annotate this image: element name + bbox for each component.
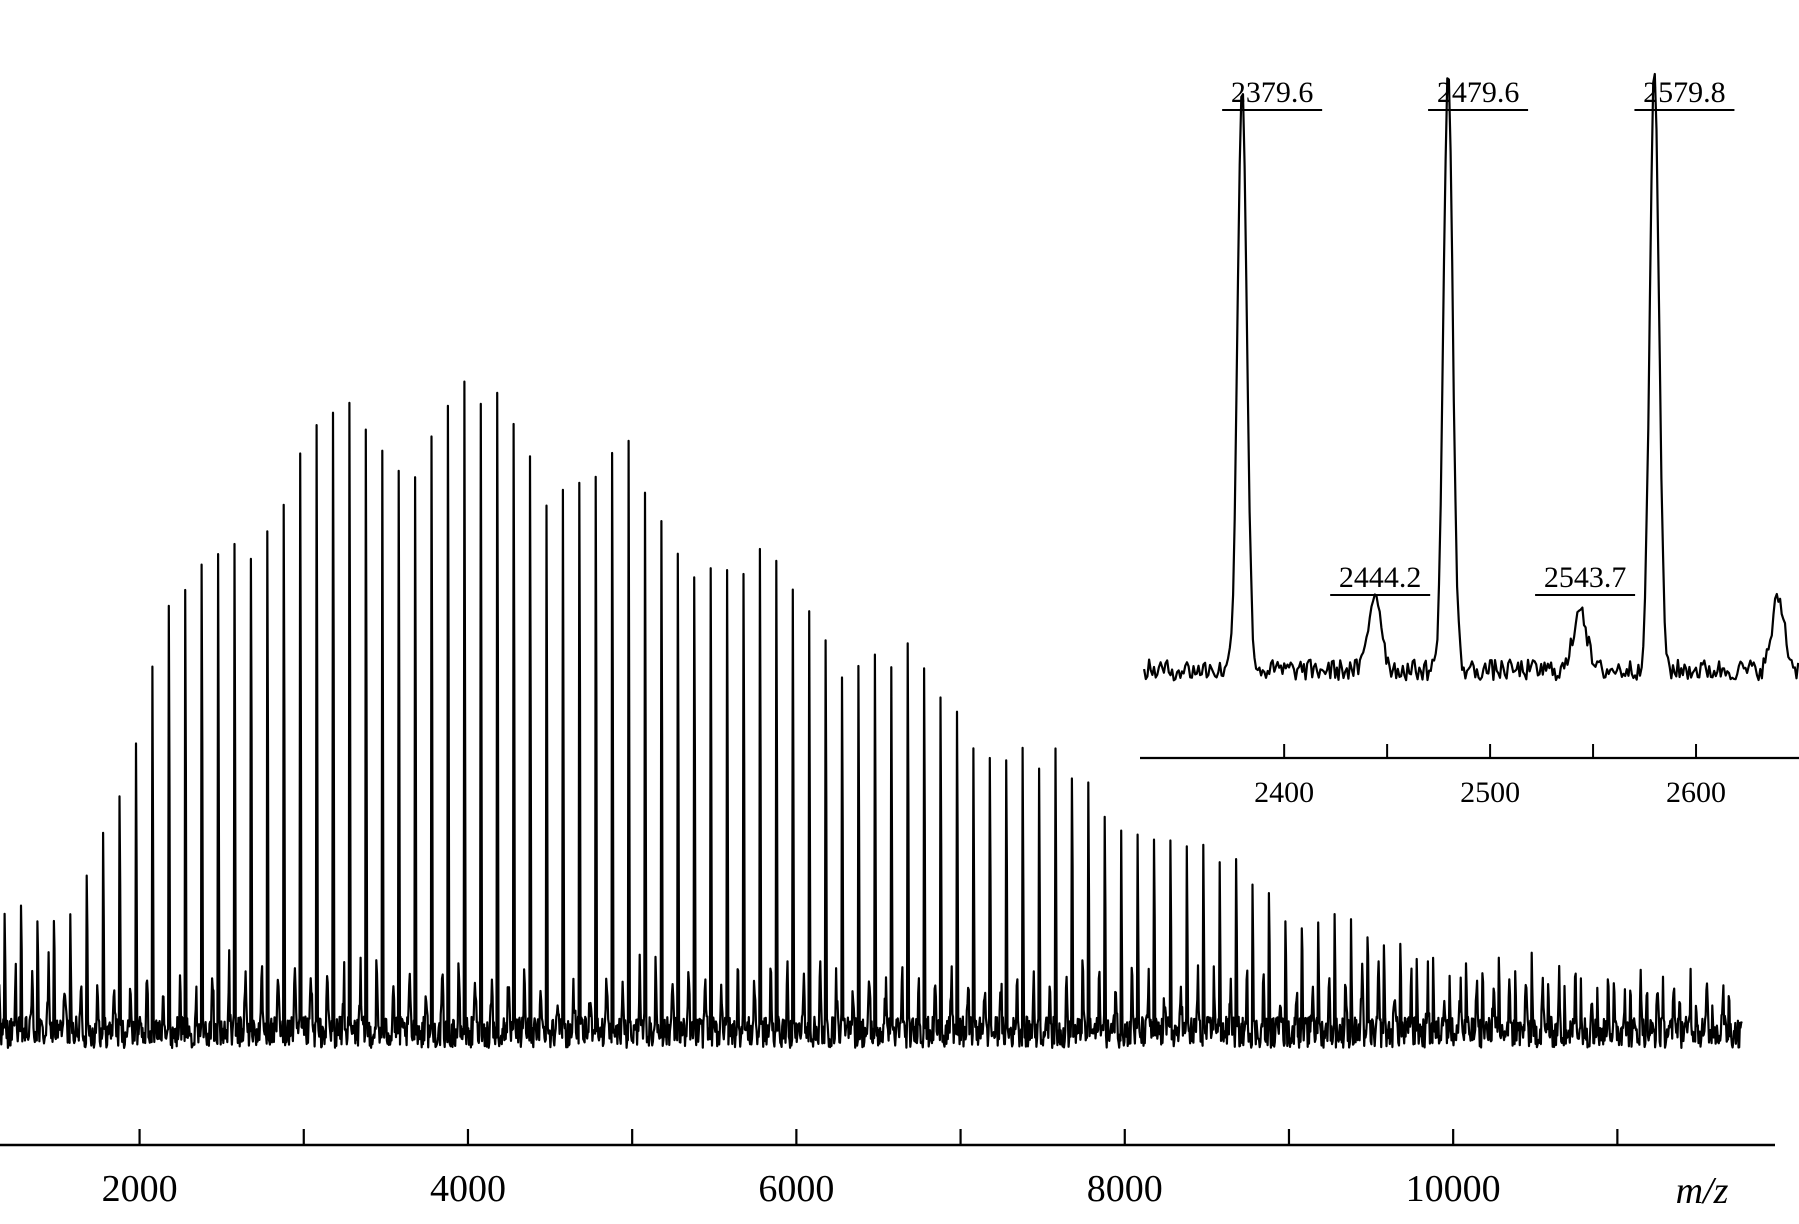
main-tick-label: 6000 bbox=[758, 1168, 834, 1210]
peak-label: 2543.7 bbox=[1544, 561, 1627, 594]
main-tick-label: 4000 bbox=[430, 1168, 506, 1210]
main-x-axis-ticks bbox=[138, 1129, 1619, 1145]
inset-peak-annotations: 2379.6 2444.2 2479.6 2543.7 2579.8 bbox=[1222, 76, 1735, 596]
peak-label: 2379.6 bbox=[1231, 76, 1314, 109]
peak-label: 2444.2 bbox=[1339, 561, 1422, 594]
x-axis-label: m/z bbox=[1676, 1170, 1729, 1212]
main-spectrum-plot: 2000 4000 6000 8000 10000 m/z bbox=[0, 380, 1775, 1212]
main-x-axis-tick-labels: 2000 4000 6000 8000 10000 bbox=[102, 1168, 1501, 1210]
inset-x-axis-tick-labels: 2400 2500 2600 bbox=[1254, 776, 1726, 809]
inset-x-axis-ticks bbox=[1283, 744, 1698, 758]
inset-spectrum-plot: 2400 2500 2600 2379.6 2444.2 2479.6 2543.7 257… bbox=[1140, 72, 1799, 809]
peak-label: 2479.6 bbox=[1437, 76, 1520, 109]
main-tick-label: 10000 bbox=[1406, 1168, 1501, 1210]
main-spectrum-trace bbox=[0, 380, 1743, 1050]
inset-tick-label: 2400 bbox=[1254, 776, 1314, 809]
main-tick-label: 8000 bbox=[1087, 1168, 1163, 1210]
inset-tick-label: 2600 bbox=[1666, 776, 1726, 809]
main-tick-label: 2000 bbox=[102, 1168, 178, 1210]
inset-tick-label: 2500 bbox=[1460, 776, 1520, 809]
peak-label: 2579.8 bbox=[1643, 76, 1726, 109]
inset-spectrum-trace bbox=[1143, 72, 1799, 682]
